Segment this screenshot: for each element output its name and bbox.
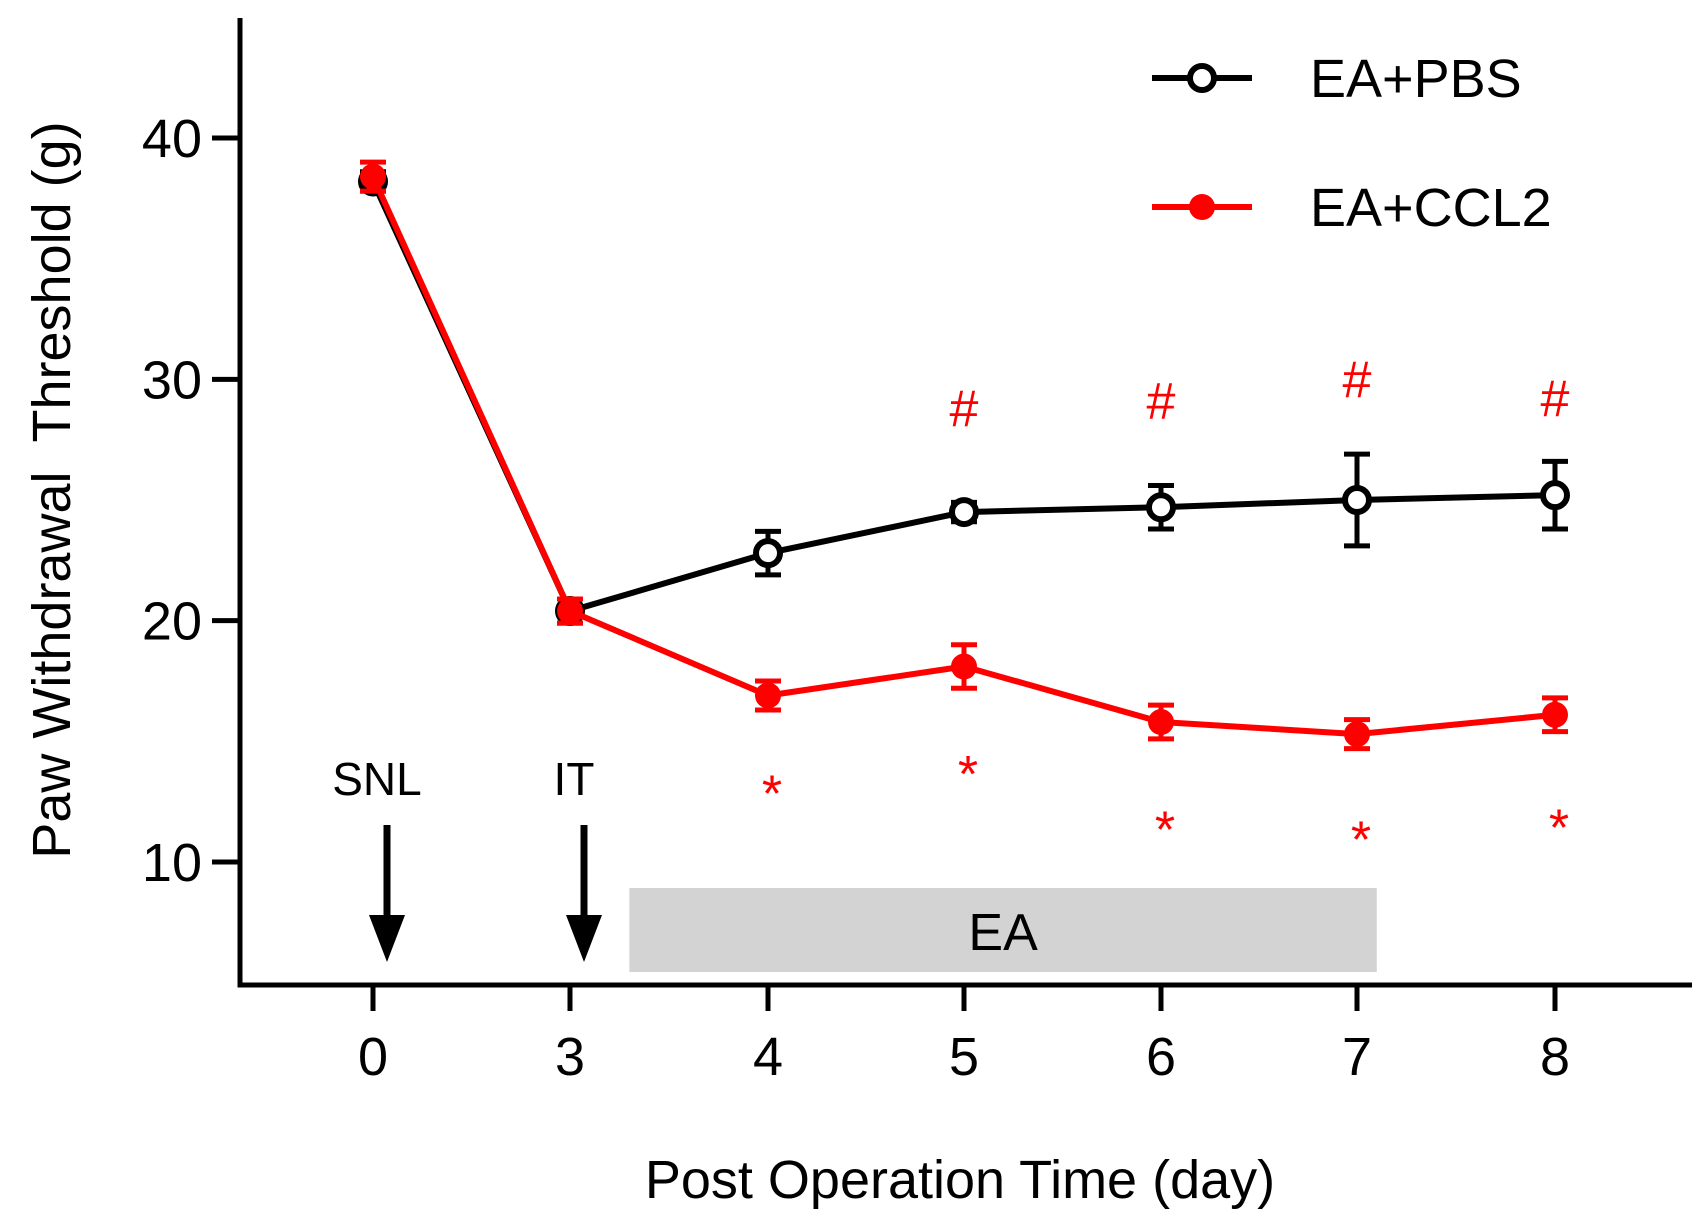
legend-marker <box>1187 63 1217 93</box>
data-point <box>951 653 977 680</box>
ea-treatment-bar <box>629 888 1377 972</box>
data-point <box>753 538 783 569</box>
arrow-head <box>566 915 602 962</box>
series-layer <box>358 159 1570 752</box>
y-tick-label: 40 <box>142 109 202 169</box>
legend-item-EA+PBS: EA+PBS <box>1152 49 1522 109</box>
x-tick-label: 5 <box>949 1027 979 1087</box>
data-point <box>1542 701 1568 728</box>
significance-marks: # # # # * * * * * <box>762 351 1570 869</box>
data-point <box>360 163 386 190</box>
arrow-label: SNL <box>332 753 421 805</box>
x-axis-ticks: 0 3 4 5 6 7 8 <box>358 985 1570 1087</box>
data-point <box>557 598 583 625</box>
legend-label: EA+PBS <box>1310 49 1522 109</box>
legend: EA+PBS EA+CCL2 <box>1152 49 1552 238</box>
x-tick-label: 0 <box>358 1027 388 1087</box>
y-tick-label: 30 <box>142 350 202 410</box>
x-tick-label: 7 <box>1342 1027 1372 1087</box>
y-tick-label: 10 <box>142 833 202 893</box>
x-axis-title: Post Operation Time (day) <box>645 1150 1275 1210</box>
data-point <box>755 682 781 709</box>
significance-hash: # <box>1147 373 1176 431</box>
significance-star: * <box>1549 799 1569 857</box>
significance-hash: # <box>1541 371 1570 429</box>
data-point <box>1344 721 1370 748</box>
data-point <box>1540 480 1570 511</box>
y-tick-label: 20 <box>142 592 202 652</box>
significance-hash: # <box>1343 351 1372 409</box>
significance-star: * <box>958 746 978 804</box>
ea-treatment-label: EA <box>968 904 1038 962</box>
x-tick-label: 3 <box>555 1027 585 1087</box>
data-point <box>1342 485 1372 515</box>
significance-star: * <box>1351 811 1371 869</box>
y-axis-title: Paw Withdrawal Threshold (g) <box>22 121 82 858</box>
data-point <box>1146 492 1176 523</box>
series-EA+CCL2 <box>360 159 1568 752</box>
data-point <box>949 497 979 528</box>
legend-item-EA+CCL2: EA+CCL2 <box>1152 178 1552 238</box>
y-axis-ticks: 10 20 30 40 <box>142 109 240 893</box>
event-arrows: SNL IT <box>332 753 602 962</box>
x-tick-label: 4 <box>753 1027 783 1087</box>
significance-hash: # <box>950 380 979 438</box>
legend-label: EA+CCL2 <box>1310 178 1552 238</box>
arrow-head <box>369 915 405 962</box>
data-point <box>1148 709 1174 736</box>
x-tick-label: 6 <box>1146 1027 1176 1087</box>
legend-marker <box>1189 194 1215 220</box>
significance-star: * <box>762 766 782 824</box>
significance-star: * <box>1155 802 1175 860</box>
x-tick-label: 8 <box>1540 1027 1570 1087</box>
arrow-label: IT <box>554 753 595 805</box>
